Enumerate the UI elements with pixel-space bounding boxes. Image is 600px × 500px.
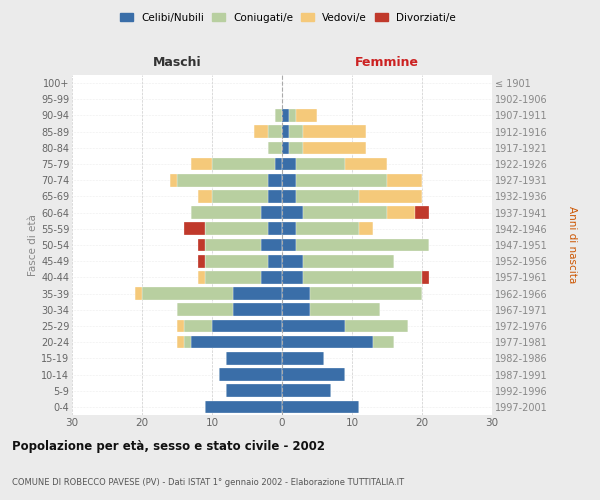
Bar bbox=[296, 174, 387, 186]
Bar bbox=[282, 400, 359, 413]
Bar bbox=[177, 320, 184, 332]
Bar bbox=[254, 126, 268, 138]
Bar bbox=[191, 336, 282, 348]
Bar bbox=[135, 288, 142, 300]
Bar bbox=[296, 190, 359, 202]
Bar bbox=[177, 336, 184, 348]
Bar bbox=[282, 288, 310, 300]
Bar bbox=[296, 238, 429, 252]
Bar bbox=[282, 238, 296, 252]
Bar bbox=[191, 206, 261, 219]
Bar bbox=[303, 206, 387, 219]
Bar bbox=[282, 222, 296, 235]
Bar bbox=[226, 352, 282, 364]
Bar bbox=[205, 271, 261, 283]
Bar bbox=[261, 238, 282, 252]
Bar bbox=[303, 271, 422, 283]
Bar bbox=[282, 109, 289, 122]
Bar bbox=[198, 238, 205, 252]
Bar bbox=[387, 174, 422, 186]
Bar bbox=[198, 190, 212, 202]
Y-axis label: Anni di nascita: Anni di nascita bbox=[567, 206, 577, 284]
Bar bbox=[268, 142, 282, 154]
Bar bbox=[303, 142, 366, 154]
Bar bbox=[261, 271, 282, 283]
Bar bbox=[415, 206, 429, 219]
Bar bbox=[296, 109, 317, 122]
Bar bbox=[282, 142, 289, 154]
Bar bbox=[177, 174, 268, 186]
Bar bbox=[268, 255, 282, 268]
Bar bbox=[212, 320, 282, 332]
Legend: Celibi/Nubili, Coniugati/e, Vedovi/e, Divorziati/e: Celibi/Nubili, Coniugati/e, Vedovi/e, Di… bbox=[120, 12, 456, 22]
Bar bbox=[387, 206, 415, 219]
Bar bbox=[268, 222, 282, 235]
Bar bbox=[233, 288, 282, 300]
Bar bbox=[303, 255, 394, 268]
Bar bbox=[226, 384, 282, 397]
Bar bbox=[282, 255, 303, 268]
Text: Femmine: Femmine bbox=[355, 56, 419, 70]
Bar bbox=[296, 158, 345, 170]
Bar bbox=[303, 126, 366, 138]
Bar bbox=[205, 400, 282, 413]
Bar bbox=[282, 352, 324, 364]
Bar bbox=[184, 222, 205, 235]
Bar bbox=[289, 142, 303, 154]
Bar bbox=[345, 320, 408, 332]
Bar bbox=[275, 158, 282, 170]
Bar bbox=[282, 320, 345, 332]
Bar bbox=[296, 222, 359, 235]
Bar bbox=[177, 304, 233, 316]
Bar bbox=[282, 336, 373, 348]
Bar bbox=[268, 174, 282, 186]
Bar bbox=[345, 158, 387, 170]
Bar bbox=[373, 336, 394, 348]
Bar bbox=[359, 222, 373, 235]
Bar bbox=[282, 368, 345, 381]
Bar bbox=[184, 336, 191, 348]
Bar bbox=[289, 126, 303, 138]
Bar bbox=[212, 158, 275, 170]
Bar bbox=[289, 109, 296, 122]
Bar bbox=[282, 384, 331, 397]
Bar bbox=[282, 206, 303, 219]
Bar bbox=[282, 158, 296, 170]
Bar bbox=[359, 190, 422, 202]
Bar bbox=[282, 126, 289, 138]
Bar bbox=[282, 304, 310, 316]
Bar bbox=[219, 368, 282, 381]
Bar bbox=[205, 222, 268, 235]
Bar bbox=[184, 320, 212, 332]
Bar bbox=[282, 174, 296, 186]
Text: Maschi: Maschi bbox=[152, 56, 202, 70]
Bar bbox=[205, 238, 261, 252]
Bar bbox=[198, 271, 205, 283]
Bar bbox=[282, 271, 303, 283]
Bar bbox=[275, 109, 282, 122]
Bar bbox=[205, 255, 268, 268]
Bar bbox=[310, 288, 422, 300]
Bar bbox=[212, 190, 268, 202]
Text: COMUNE DI ROBECCO PAVESE (PV) - Dati ISTAT 1° gennaio 2002 - Elaborazione TUTTIT: COMUNE DI ROBECCO PAVESE (PV) - Dati IST… bbox=[12, 478, 404, 487]
Bar bbox=[261, 206, 282, 219]
Y-axis label: Fasce di età: Fasce di età bbox=[28, 214, 38, 276]
Bar bbox=[282, 190, 296, 202]
Bar bbox=[198, 255, 205, 268]
Bar bbox=[233, 304, 282, 316]
Bar bbox=[422, 271, 429, 283]
Bar bbox=[268, 190, 282, 202]
Bar bbox=[310, 304, 380, 316]
Bar bbox=[170, 174, 177, 186]
Bar bbox=[142, 288, 233, 300]
Bar bbox=[268, 126, 282, 138]
Bar bbox=[191, 158, 212, 170]
Text: Popolazione per età, sesso e stato civile - 2002: Popolazione per età, sesso e stato civil… bbox=[12, 440, 325, 453]
